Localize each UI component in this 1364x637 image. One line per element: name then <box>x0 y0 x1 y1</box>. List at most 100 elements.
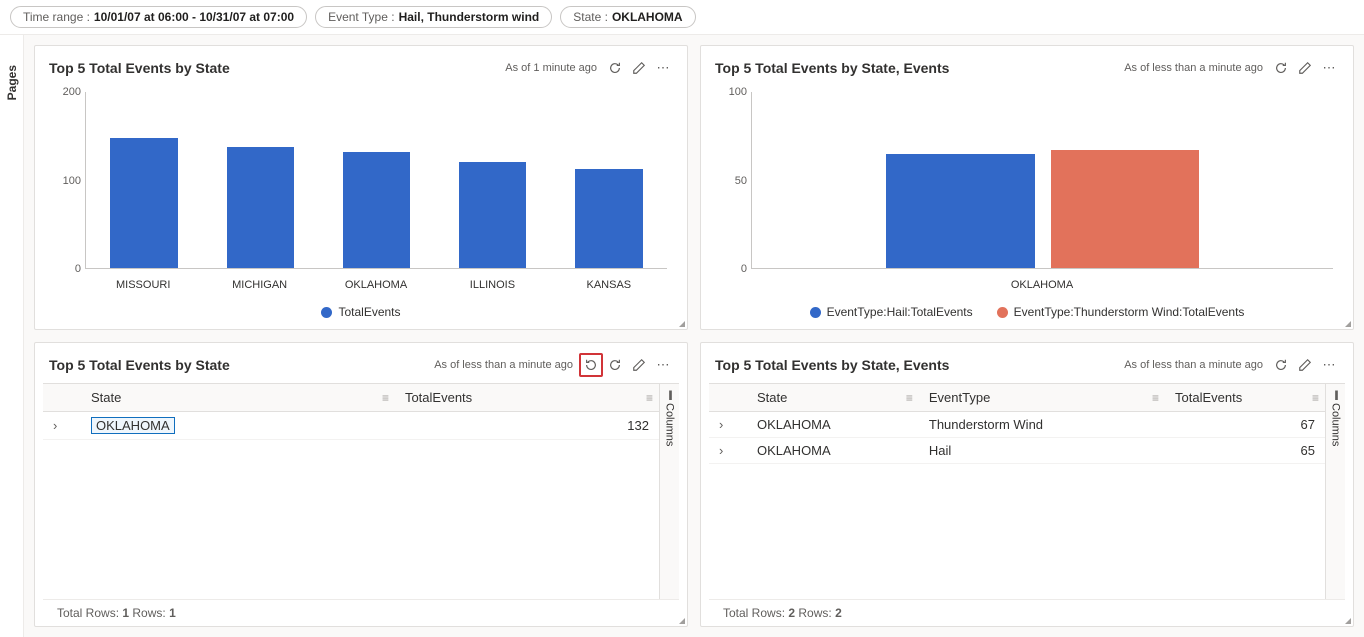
more-icon[interactable]: ⋯ <box>651 56 675 80</box>
tile-header: Top 5 Total Events by State, Events As o… <box>701 343 1353 383</box>
bar[interactable] <box>459 162 526 268</box>
legend: EventType:Hail:TotalEvents EventType:Thun… <box>701 299 1353 329</box>
column-header[interactable]: TotalEvents≡ <box>395 384 659 412</box>
table-cell[interactable]: 67 <box>1165 412 1325 438</box>
expand-icon[interactable]: › <box>719 443 737 458</box>
column-menu-icon[interactable]: ≡ <box>906 391 913 405</box>
filter-pill[interactable]: Time range : 10/01/07 at 06:00 - 10/31/07… <box>10 6 307 28</box>
plot <box>85 92 667 269</box>
edit-icon[interactable] <box>627 353 651 377</box>
column-menu-icon[interactable]: ≡ <box>646 391 653 405</box>
filter-pill[interactable]: State : OKLAHOMA <box>560 6 695 28</box>
more-icon[interactable]: ⋯ <box>1317 353 1341 377</box>
bar[interactable] <box>886 154 1035 268</box>
table-row[interactable]: › OKLAHOMAHail65 <box>709 438 1325 464</box>
tile-title: Top 5 Total Events by State, Events <box>715 60 1124 76</box>
y-tick: 100 <box>45 175 81 187</box>
filter-label: Time range : <box>23 10 90 24</box>
table-cell[interactable]: 132 <box>395 412 659 440</box>
expand-icon[interactable]: › <box>53 418 71 433</box>
table-cell[interactable]: OKLAHOMA <box>747 438 919 464</box>
table-cell[interactable]: 65 <box>1165 438 1325 464</box>
y-tick: 200 <box>45 86 81 98</box>
filter-pill[interactable]: Event Type :Hail, Thunderstorm wind <box>315 6 552 28</box>
filter-value: OKLAHOMA <box>612 10 683 24</box>
column-header[interactable]: TotalEvents≡ <box>1165 384 1325 412</box>
column-menu-icon[interactable]: ≡ <box>382 391 389 405</box>
footer-rows-value: 2 <box>835 606 842 620</box>
bar[interactable] <box>343 152 410 268</box>
refresh-icon[interactable] <box>1269 56 1293 80</box>
legend: TotalEvents <box>35 299 687 329</box>
resize-handle[interactable] <box>1341 614 1351 624</box>
asof-text: As of less than a minute ago <box>1124 359 1263 371</box>
refresh-icon[interactable] <box>603 56 627 80</box>
columns-panel-toggle[interactable]: |||| Columns <box>659 384 679 599</box>
bar[interactable] <box>110 138 177 268</box>
legend-item[interactable]: TotalEvents <box>321 305 400 319</box>
legend-label: EventType:Hail:TotalEvents <box>827 305 973 319</box>
table-cell[interactable]: OKLAHOMA <box>81 412 395 440</box>
more-icon[interactable]: ⋯ <box>1317 56 1341 80</box>
table-wrap: State≡EventType≡TotalEvents≡ › OKLAHOMAThu… <box>709 383 1345 599</box>
bar-slot <box>318 92 434 268</box>
y-tick: 0 <box>45 263 81 275</box>
edit-icon[interactable] <box>1293 353 1317 377</box>
tile-title: Top 5 Total Events by State <box>49 357 434 373</box>
columns-label: Columns <box>664 403 676 446</box>
column-menu-icon[interactable]: ≡ <box>1312 391 1319 405</box>
y-tick: 50 <box>711 175 747 187</box>
footer-total-label: Total Rows: <box>723 606 788 620</box>
legend-swatch <box>997 307 1008 318</box>
bar[interactable] <box>575 169 642 268</box>
undo-icon[interactable] <box>579 353 603 377</box>
edit-icon[interactable] <box>627 56 651 80</box>
filter-label: Event Type : <box>328 10 395 24</box>
filter-bar: Time range : 10/01/07 at 06:00 - 10/31/07… <box>0 0 1364 35</box>
columns-panel-toggle[interactable]: |||| Columns <box>1325 384 1345 599</box>
footer-total-value: 1 <box>122 606 129 620</box>
legend-item[interactable]: EventType:Hail:TotalEvents <box>810 305 973 319</box>
footer-rows-label: Rows: <box>132 606 169 620</box>
resize-handle[interactable] <box>1341 317 1351 327</box>
footer-total-label: Total Rows: <box>57 606 122 620</box>
edit-icon[interactable] <box>1293 56 1317 80</box>
asof-text: As of 1 minute ago <box>505 62 597 74</box>
table-row[interactable]: › OKLAHOMAThunderstorm Wind67 <box>709 412 1325 438</box>
resize-handle[interactable] <box>675 614 685 624</box>
table[interactable]: State≡EventType≡TotalEvents≡ › OKLAHOMAThu… <box>709 384 1325 599</box>
columns-icon: |||| <box>668 390 670 401</box>
pages-sidebar[interactable]: Pages <box>0 35 24 637</box>
refresh-icon[interactable] <box>1269 353 1293 377</box>
refresh-icon[interactable] <box>603 353 627 377</box>
legend-label: TotalEvents <box>338 305 400 319</box>
table-row[interactable]: › OKLAHOMA 132 <box>43 412 659 440</box>
bar[interactable] <box>227 147 294 268</box>
tile-top5-state-chart: Top 5 Total Events by State As of 1 minu… <box>34 45 688 330</box>
bar[interactable] <box>1051 150 1200 268</box>
bar-slot <box>435 92 551 268</box>
column-header[interactable]: EventType≡ <box>919 384 1165 412</box>
column-menu-icon[interactable]: ≡ <box>1152 391 1159 405</box>
highlighted-cell: OKLAHOMA <box>91 417 175 434</box>
tile-title: Top 5 Total Events by State <box>49 60 505 76</box>
tile-top5-state-table: Top 5 Total Events by State As of less t… <box>34 342 688 627</box>
plot <box>751 92 1333 269</box>
column-header[interactable]: State≡ <box>747 384 919 412</box>
table[interactable]: State≡TotalEvents≡ › OKLAHOMA 132 <box>43 384 659 599</box>
filter-value: 10/01/07 at 06:00 - 10/31/07 at 07:00 <box>94 10 294 24</box>
filter-label: State : <box>573 10 608 24</box>
more-icon[interactable]: ⋯ <box>651 353 675 377</box>
x-label: ILLINOIS <box>434 279 550 291</box>
table-cell[interactable]: Hail <box>919 438 1165 464</box>
columns-icon: |||| <box>1334 390 1336 401</box>
column-header[interactable]: State≡ <box>81 384 395 412</box>
table-cell[interactable]: Thunderstorm Wind <box>919 412 1165 438</box>
resize-handle[interactable] <box>675 317 685 327</box>
expand-icon[interactable]: › <box>719 417 737 432</box>
x-label: MICHIGAN <box>201 279 317 291</box>
tile-top5-state-events-table: Top 5 Total Events by State, Events As o… <box>700 342 1354 627</box>
legend-item[interactable]: EventType:Thunderstorm Wind:TotalEvents <box>997 305 1245 319</box>
footer-rows-label: Rows: <box>798 606 835 620</box>
table-cell[interactable]: OKLAHOMA <box>747 412 919 438</box>
